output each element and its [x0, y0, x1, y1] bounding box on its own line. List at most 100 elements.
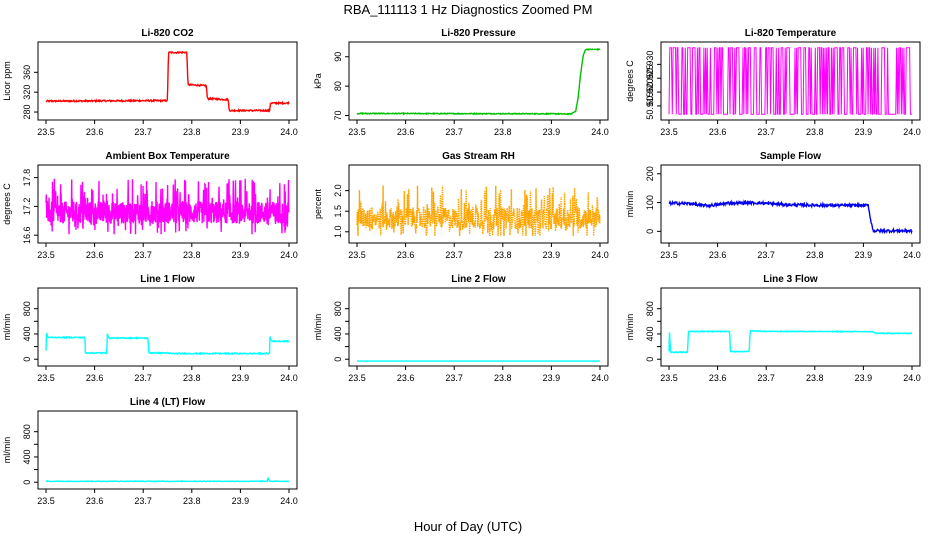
series-line — [45, 332, 290, 356]
x-tick-label: 23.6 — [86, 373, 104, 383]
x-tick-label: 23.9 — [855, 127, 873, 137]
y-axis-label: ml/min — [625, 191, 635, 218]
x-tick-label: 23.6 — [86, 250, 104, 260]
y-axis-label: ml/min — [313, 314, 323, 341]
x-tick-label: 23.8 — [183, 373, 201, 383]
x-tick-label: 23.9 — [855, 373, 873, 383]
plot-frame — [660, 287, 921, 367]
panel-ambient-box-temperature: Ambient Box Temperature degrees C 23.5 23.6… — [2, 151, 298, 260]
panel-title: Gas Stream RH — [442, 151, 515, 162]
y-tick-label: 400 — [645, 326, 655, 341]
x-tick-label: 23.5 — [348, 250, 366, 260]
x-tick-label: 23.6 — [397, 373, 415, 383]
panel-sample-flow: Sample Flow ml/min 23.5 23.6 23.7 23.8 23.9 24.… — [625, 151, 921, 260]
series-line — [668, 199, 913, 235]
x-tick-label: 23.6 — [397, 250, 415, 260]
y-tick-label: 90 — [333, 52, 343, 62]
series-line — [45, 476, 289, 483]
y-tick-label: 16.6 — [22, 226, 32, 244]
x-tick-label: 24.0 — [591, 127, 609, 137]
x-tick-label: 23.7 — [445, 373, 463, 383]
x-tick-label: 23.7 — [134, 496, 152, 506]
panel-li-820-co2: Li-820 CO2 Licor ppm 23.5 23.6 23.7 23.8 23.9 2… — [2, 28, 298, 137]
panel-title: Ambient Box Temperature — [105, 151, 230, 162]
y-axis-label: ml/min — [2, 314, 12, 341]
x-tick-label: 23.8 — [806, 373, 824, 383]
x-tick-label: 23.8 — [806, 127, 824, 137]
x-tick-label: 24.0 — [903, 373, 921, 383]
y-tick-label: 80 — [333, 81, 343, 91]
y-axis-label: percent — [313, 188, 323, 219]
x-tick-label: 24.0 — [280, 373, 298, 383]
panel-gas-stream-rh: Gas Stream RH percent 23.5 23.6 23.7 23.8 23.9… — [313, 151, 609, 260]
plot-frame — [37, 164, 298, 244]
y-axis-label: degrees C — [625, 60, 635, 102]
x-tick-label: 24.0 — [903, 250, 921, 260]
x-tick-label: 23.6 — [86, 127, 104, 137]
x-tick-label: 23.8 — [494, 127, 512, 137]
x-tick-label: 24.0 — [280, 127, 298, 137]
plot-frame — [348, 287, 609, 367]
x-tick-label: 23.9 — [232, 250, 250, 260]
y-tick-label: 0 — [22, 357, 32, 362]
y-tick-label: 70 — [333, 111, 343, 121]
x-tick-label: 23.9 — [543, 373, 561, 383]
x-tick-label: 23.5 — [37, 127, 55, 137]
y-tick-label: 320 — [22, 85, 32, 100]
y-tick-label: 17.8 — [22, 169, 32, 187]
panel-title: Line 4 (LT) Flow — [130, 397, 206, 408]
y-tick-label: 0 — [22, 480, 32, 485]
x-tick-label: 23.6 — [709, 250, 727, 260]
x-tick-label: 23.5 — [660, 127, 678, 137]
series-line — [356, 185, 601, 237]
figure-title: RBA_111113 1 Hz Diagnostics Zoomed PM — [343, 2, 592, 17]
x-tick-label: 23.5 — [348, 127, 366, 137]
x-tick-label: 23.5 — [37, 373, 55, 383]
x-tick-label: 24.0 — [280, 496, 298, 506]
plot-frame — [37, 410, 298, 490]
x-tick-label: 23.9 — [232, 496, 250, 506]
panel-title: Line 3 Flow — [763, 274, 818, 285]
y-tick-label: 800 — [22, 424, 32, 439]
x-tick-label: 23.5 — [348, 373, 366, 383]
series-line — [45, 178, 290, 235]
x-tick-label: 23.5 — [660, 250, 678, 260]
y-tick-label: 17.2 — [22, 198, 32, 216]
x-tick-label: 24.0 — [591, 373, 609, 383]
panel-title: Li-820 Temperature — [745, 28, 837, 39]
series-line — [668, 47, 912, 115]
x-tick-label: 23.7 — [445, 127, 463, 137]
y-tick-label: 50.925 — [645, 64, 655, 92]
y-axis-label: Licor ppm — [2, 61, 12, 101]
panel-title: Li-820 CO2 — [141, 28, 194, 39]
panel-title: Li-820 Pressure — [441, 28, 516, 39]
plot-frame — [348, 41, 609, 121]
x-tick-label: 23.7 — [445, 250, 463, 260]
y-tick-label: 50.920 — [645, 78, 655, 106]
y-axis-label: degrees C — [2, 183, 12, 225]
series-line — [668, 329, 912, 354]
x-tick-label: 24.0 — [280, 250, 298, 260]
y-tick-label: 800 — [645, 301, 655, 316]
x-tick-label: 23.9 — [543, 127, 561, 137]
y-axis-label: ml/min — [625, 314, 635, 341]
x-tick-label: 23.7 — [134, 127, 152, 137]
y-tick-label: 1.5 — [333, 205, 343, 218]
x-tick-label: 23.5 — [37, 250, 55, 260]
y-tick-label: 100 — [645, 195, 655, 210]
y-tick-label: 800 — [333, 301, 343, 316]
panel-line-4-lt-flow: Line 4 (LT) Flow ml/min 23.5 23.6 23.7 23.8 23… — [2, 397, 298, 506]
y-tick-label: 200 — [645, 166, 655, 181]
y-tick-label: 0 — [333, 357, 343, 362]
x-tick-label: 23.9 — [855, 250, 873, 260]
x-tick-label: 23.6 — [86, 496, 104, 506]
x-tick-label: 23.8 — [183, 127, 201, 137]
x-tick-label: 23.7 — [757, 250, 775, 260]
panel-title: Sample Flow — [760, 151, 821, 162]
y-tick-label: 280 — [22, 105, 32, 120]
x-tick-label: 24.0 — [903, 127, 921, 137]
x-tick-label: 23.7 — [134, 250, 152, 260]
x-tick-label: 23.5 — [37, 496, 55, 506]
x-tick-label: 23.9 — [232, 373, 250, 383]
plot-frame — [37, 41, 298, 121]
